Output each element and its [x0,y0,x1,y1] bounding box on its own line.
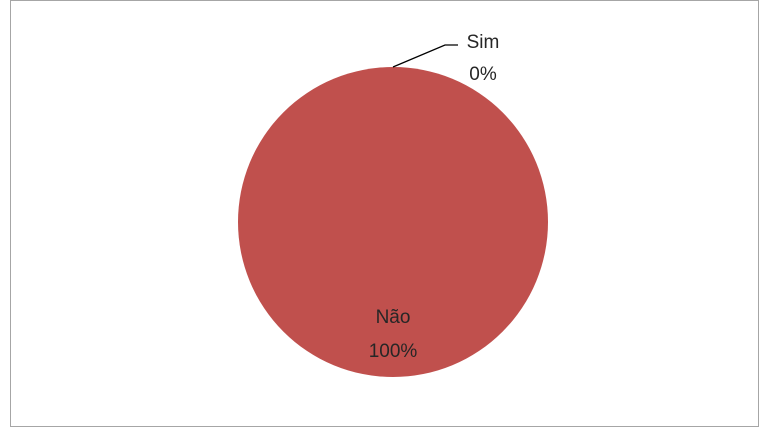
pie-slices [238,67,548,377]
slice-percent-nao: 100% [369,341,418,362]
leader-line-sim [392,44,458,68]
pie-slice-nao [238,67,548,377]
slice-label-nao: Não [376,307,411,328]
slice-label-sim: Sim [467,32,500,53]
slice-percent-sim: 0% [469,64,497,85]
